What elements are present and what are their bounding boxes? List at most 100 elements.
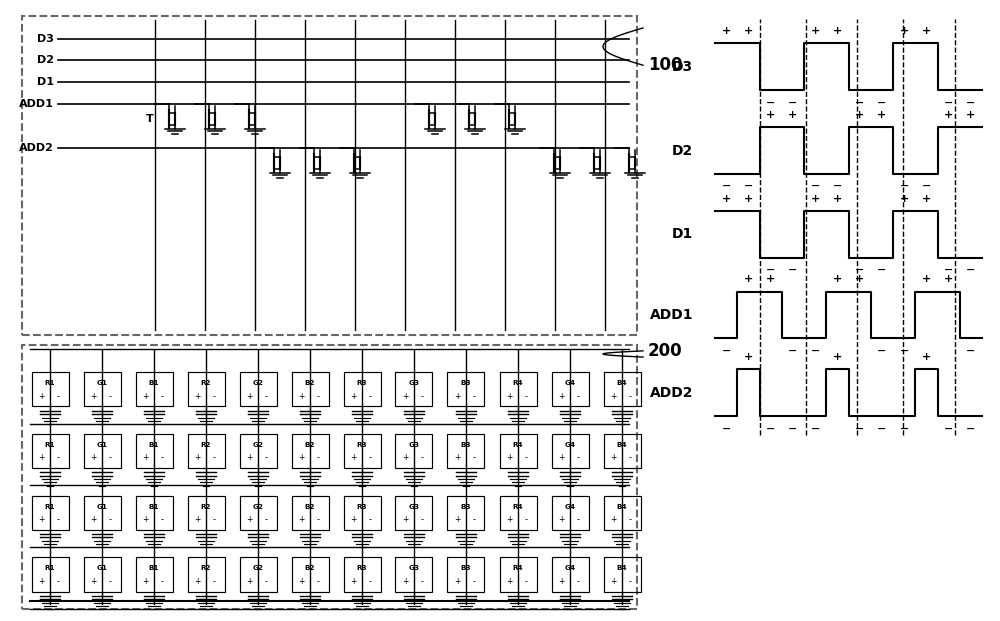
Text: G3: G3 — [409, 504, 420, 510]
Text: +: + — [91, 577, 97, 586]
Text: −: − — [899, 424, 909, 433]
Text: −: − — [833, 181, 842, 191]
Text: B1: B1 — [149, 504, 159, 510]
Text: B2: B2 — [305, 565, 315, 571]
Text: G3: G3 — [409, 380, 420, 386]
Text: +: + — [195, 577, 201, 586]
Text: T: T — [146, 114, 154, 124]
Text: R4: R4 — [513, 442, 523, 448]
Text: +: + — [351, 453, 357, 463]
Text: +: + — [611, 453, 617, 463]
Bar — [136, 434, 173, 468]
Text: +: + — [810, 26, 820, 36]
Text: +: + — [900, 194, 909, 204]
Bar — [32, 434, 68, 468]
Text: -: - — [161, 453, 164, 463]
Text: B3: B3 — [461, 442, 471, 448]
Bar — [188, 434, 225, 468]
Text: +: + — [877, 110, 887, 120]
Text: G3: G3 — [409, 442, 420, 448]
Text: -: - — [473, 577, 476, 586]
Text: G4: G4 — [565, 504, 576, 510]
Text: −: − — [877, 424, 887, 433]
Text: +: + — [507, 577, 513, 586]
Text: R1: R1 — [45, 565, 55, 571]
Text: -: - — [161, 577, 164, 586]
Text: R1: R1 — [45, 504, 55, 510]
Bar — [447, 373, 484, 407]
Text: +: + — [247, 453, 253, 463]
Text: B4: B4 — [617, 380, 627, 386]
Text: +: + — [195, 515, 201, 524]
Text: +: + — [944, 110, 953, 120]
Text: -: - — [473, 453, 476, 463]
Text: B3: B3 — [461, 380, 471, 386]
Text: -: - — [369, 392, 372, 401]
Text: +: + — [455, 392, 461, 401]
Text: −: − — [810, 181, 820, 191]
Text: -: - — [525, 515, 528, 524]
Text: -: - — [473, 515, 476, 524]
Text: R1: R1 — [45, 442, 55, 448]
Text: +: + — [403, 515, 409, 524]
Bar — [292, 496, 328, 530]
Text: G1: G1 — [97, 380, 108, 386]
Text: +: + — [810, 194, 820, 204]
Text: +: + — [855, 110, 864, 120]
Text: -: - — [213, 453, 216, 463]
Text: −: − — [966, 424, 976, 433]
Text: B1: B1 — [149, 442, 159, 448]
Text: +: + — [833, 274, 842, 284]
Text: +: + — [922, 26, 931, 36]
Text: +: + — [900, 26, 909, 36]
Text: −: − — [944, 424, 953, 433]
Bar — [292, 434, 328, 468]
Text: −: − — [855, 265, 864, 275]
Text: +: + — [922, 352, 931, 362]
Text: +: + — [39, 453, 45, 463]
Text: +: + — [833, 26, 842, 36]
Bar — [604, 496, 640, 530]
Text: +: + — [351, 392, 357, 401]
Text: +: + — [195, 453, 201, 463]
Text: -: - — [109, 453, 112, 463]
Bar — [395, 558, 432, 591]
Text: +: + — [455, 577, 461, 586]
Text: +: + — [299, 453, 305, 463]
Text: B4: B4 — [617, 504, 627, 510]
Text: -: - — [369, 453, 372, 463]
Text: -: - — [577, 515, 580, 524]
Text: +: + — [195, 392, 201, 401]
Text: +: + — [744, 26, 753, 36]
Text: +: + — [91, 515, 97, 524]
Text: +: + — [39, 392, 45, 401]
Text: -: - — [57, 392, 60, 401]
Bar — [447, 558, 484, 591]
Bar — [447, 496, 484, 530]
Text: −: − — [721, 346, 731, 356]
Text: -: - — [213, 515, 216, 524]
Text: G4: G4 — [565, 380, 576, 386]
Text: D1: D1 — [37, 77, 54, 87]
Bar — [604, 373, 640, 407]
Bar — [84, 558, 120, 591]
Text: −: − — [788, 346, 798, 356]
Text: G1: G1 — [97, 504, 108, 510]
Bar — [136, 373, 173, 407]
Text: -: - — [577, 453, 580, 463]
Bar — [344, 434, 380, 468]
Text: R4: R4 — [513, 565, 523, 571]
Text: +: + — [559, 453, 565, 463]
Text: +: + — [922, 274, 931, 284]
Text: G4: G4 — [565, 442, 576, 448]
Bar — [32, 496, 68, 530]
Text: +: + — [611, 577, 617, 586]
Bar — [188, 496, 225, 530]
Bar — [552, 434, 589, 468]
Text: -: - — [421, 515, 424, 524]
Text: +: + — [299, 392, 305, 401]
Text: -: - — [317, 577, 320, 586]
Bar — [292, 373, 328, 407]
Text: -: - — [109, 515, 112, 524]
Text: +: + — [351, 577, 357, 586]
